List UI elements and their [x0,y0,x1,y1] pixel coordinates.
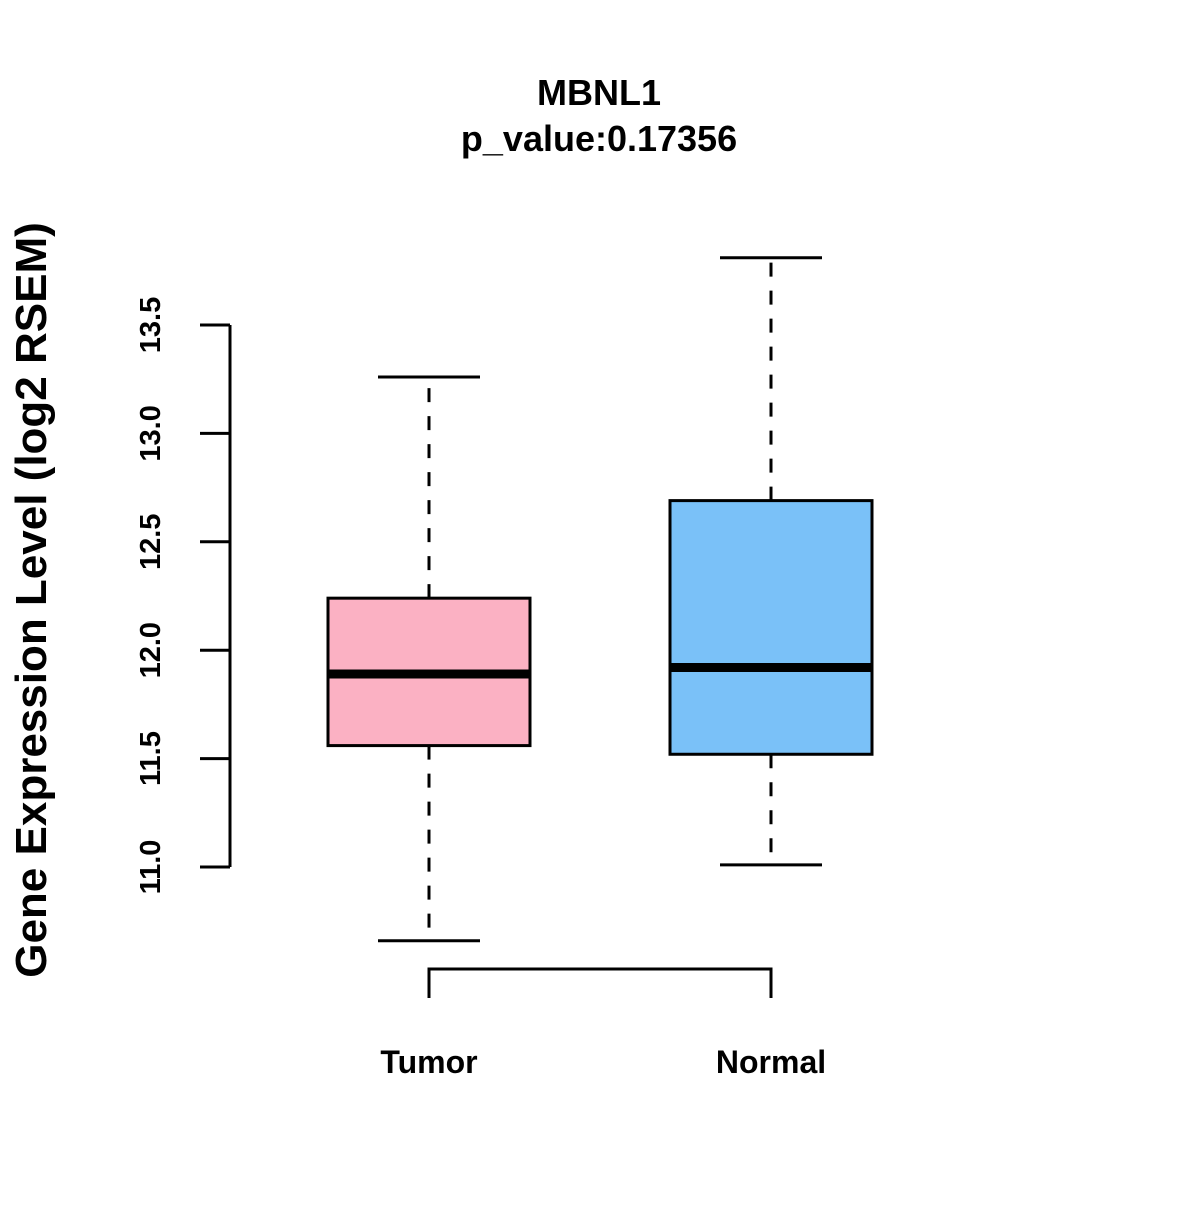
x-category-label: Normal [716,1044,826,1080]
x-axis-labels: Tumor Normal [380,1044,826,1080]
comparison-bracket [427,967,773,998]
box-tumor [326,375,532,943]
y-tick-label: 11.5 [135,731,167,786]
x-category-label: Tumor [380,1044,477,1080]
chart-subtitle: p_value:0.17356 [461,118,737,159]
box-body [668,499,874,756]
y-tick-label: 12.5 [135,514,167,570]
y-tick-label: 13.5 [135,297,167,353]
y-axis-label: Gene Expression Level (log2 RSEM) [7,222,56,978]
bracket-line [427,967,773,998]
y-axis: 11.0 11.5 12.0 12.5 13.0 13.5 [135,297,232,895]
box-group [326,256,874,943]
y-tick-label: 12.0 [135,622,167,678]
y-tick-label: 13.0 [135,405,167,461]
y-tick-label: 11.0 [135,840,167,895]
chart-title: MBNL1 [537,72,661,113]
box-normal [668,256,874,867]
